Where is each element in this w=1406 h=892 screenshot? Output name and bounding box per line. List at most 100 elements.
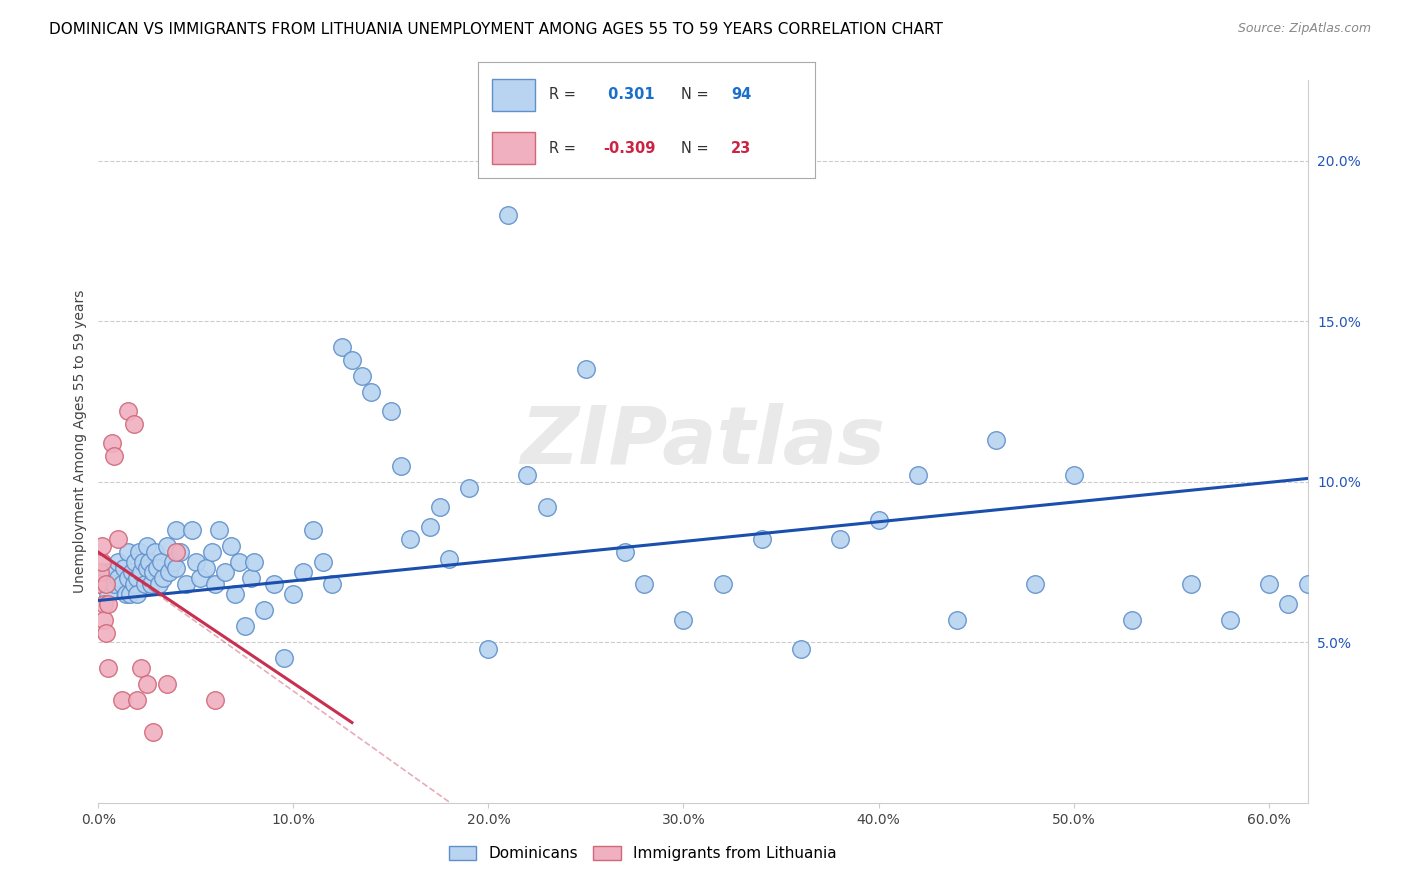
Point [984, 433, 1007, 447]
Point [165, 523, 187, 537]
Point [496, 208, 519, 222]
Point [283, 587, 305, 601]
Point [127, 587, 149, 601]
Point [97, 661, 120, 675]
Bar [492, 132, 536, 164]
Point [93, 597, 115, 611]
Point [1219, 613, 1241, 627]
Point [162, 555, 184, 569]
Point [439, 551, 461, 566]
Point [204, 693, 226, 707]
Point [122, 417, 145, 431]
Text: DOMINICAN VS IMMIGRANTS FROM LITHUANIA UNEMPLOYMENT AMONG AGES 55 TO 59 YEARS CO: DOMINICAN VS IMMIGRANTS FROM LITHUANIA U… [49, 22, 943, 37]
Point [1024, 577, 1046, 591]
Point [330, 340, 353, 354]
Point [117, 571, 139, 585]
Point [868, 513, 890, 527]
Point [97, 565, 120, 579]
Point [111, 693, 134, 707]
Point [107, 555, 129, 569]
Point [419, 519, 441, 533]
Text: 23: 23 [731, 141, 751, 156]
Point [1296, 577, 1319, 591]
Point [143, 545, 166, 559]
Text: N =: N = [681, 87, 713, 103]
Point [243, 555, 266, 569]
Point [107, 533, 129, 547]
Point [614, 545, 637, 559]
Point [907, 468, 929, 483]
Point [96, 625, 118, 640]
Point [101, 436, 124, 450]
Point [146, 561, 169, 575]
Point [516, 468, 538, 483]
Text: -0.309: -0.309 [603, 141, 655, 156]
Point [142, 725, 165, 739]
Point [350, 368, 373, 383]
Point [194, 561, 217, 575]
Text: Source: ZipAtlas.com: Source: ZipAtlas.com [1237, 22, 1371, 36]
Point [672, 613, 695, 627]
Point [89, 565, 111, 579]
Point [458, 481, 481, 495]
Point [121, 565, 143, 579]
Point [181, 523, 204, 537]
Point [165, 545, 187, 559]
Point [1180, 577, 1202, 591]
Point [152, 571, 174, 585]
Point [103, 449, 125, 463]
Point [239, 571, 262, 585]
Point [127, 693, 149, 707]
Text: R =: R = [548, 87, 581, 103]
Point [1277, 597, 1299, 611]
Point [127, 571, 149, 585]
Point [1063, 468, 1085, 483]
Point [142, 565, 165, 579]
Point [93, 613, 115, 627]
Point [263, 577, 285, 591]
Bar [492, 78, 536, 112]
Point [117, 404, 139, 418]
Point [134, 577, 156, 591]
Point [107, 571, 129, 585]
Point [136, 561, 159, 575]
Point [174, 577, 197, 591]
Point [380, 404, 402, 418]
Point [136, 539, 159, 553]
Point [208, 523, 231, 537]
Point [633, 577, 655, 591]
Point [97, 597, 120, 611]
Text: 94: 94 [731, 87, 751, 103]
Point [112, 561, 135, 575]
Point [131, 565, 153, 579]
Point [111, 577, 134, 591]
Point [156, 539, 179, 553]
Text: ZIPatlas: ZIPatlas [520, 402, 886, 481]
Point [340, 352, 363, 367]
Point [184, 555, 207, 569]
Point [302, 523, 325, 537]
Point [132, 555, 155, 569]
Point [536, 500, 558, 515]
Text: 0.301: 0.301 [603, 87, 655, 103]
Point [96, 577, 118, 591]
Point [122, 577, 145, 591]
Point [828, 533, 851, 547]
Point [124, 555, 146, 569]
Point [789, 641, 811, 656]
Point [136, 677, 159, 691]
Text: N =: N = [681, 141, 713, 156]
Point [148, 577, 170, 591]
Point [156, 677, 179, 691]
Point [149, 555, 172, 569]
Point [292, 565, 315, 579]
Point [429, 500, 451, 515]
Point [87, 577, 110, 591]
Point [751, 533, 773, 547]
Y-axis label: Unemployment Among Ages 55 to 59 years: Unemployment Among Ages 55 to 59 years [73, 290, 87, 593]
Point [117, 545, 139, 559]
Point [389, 458, 412, 473]
Point [273, 651, 295, 665]
Point [399, 533, 422, 547]
Point [1121, 613, 1143, 627]
